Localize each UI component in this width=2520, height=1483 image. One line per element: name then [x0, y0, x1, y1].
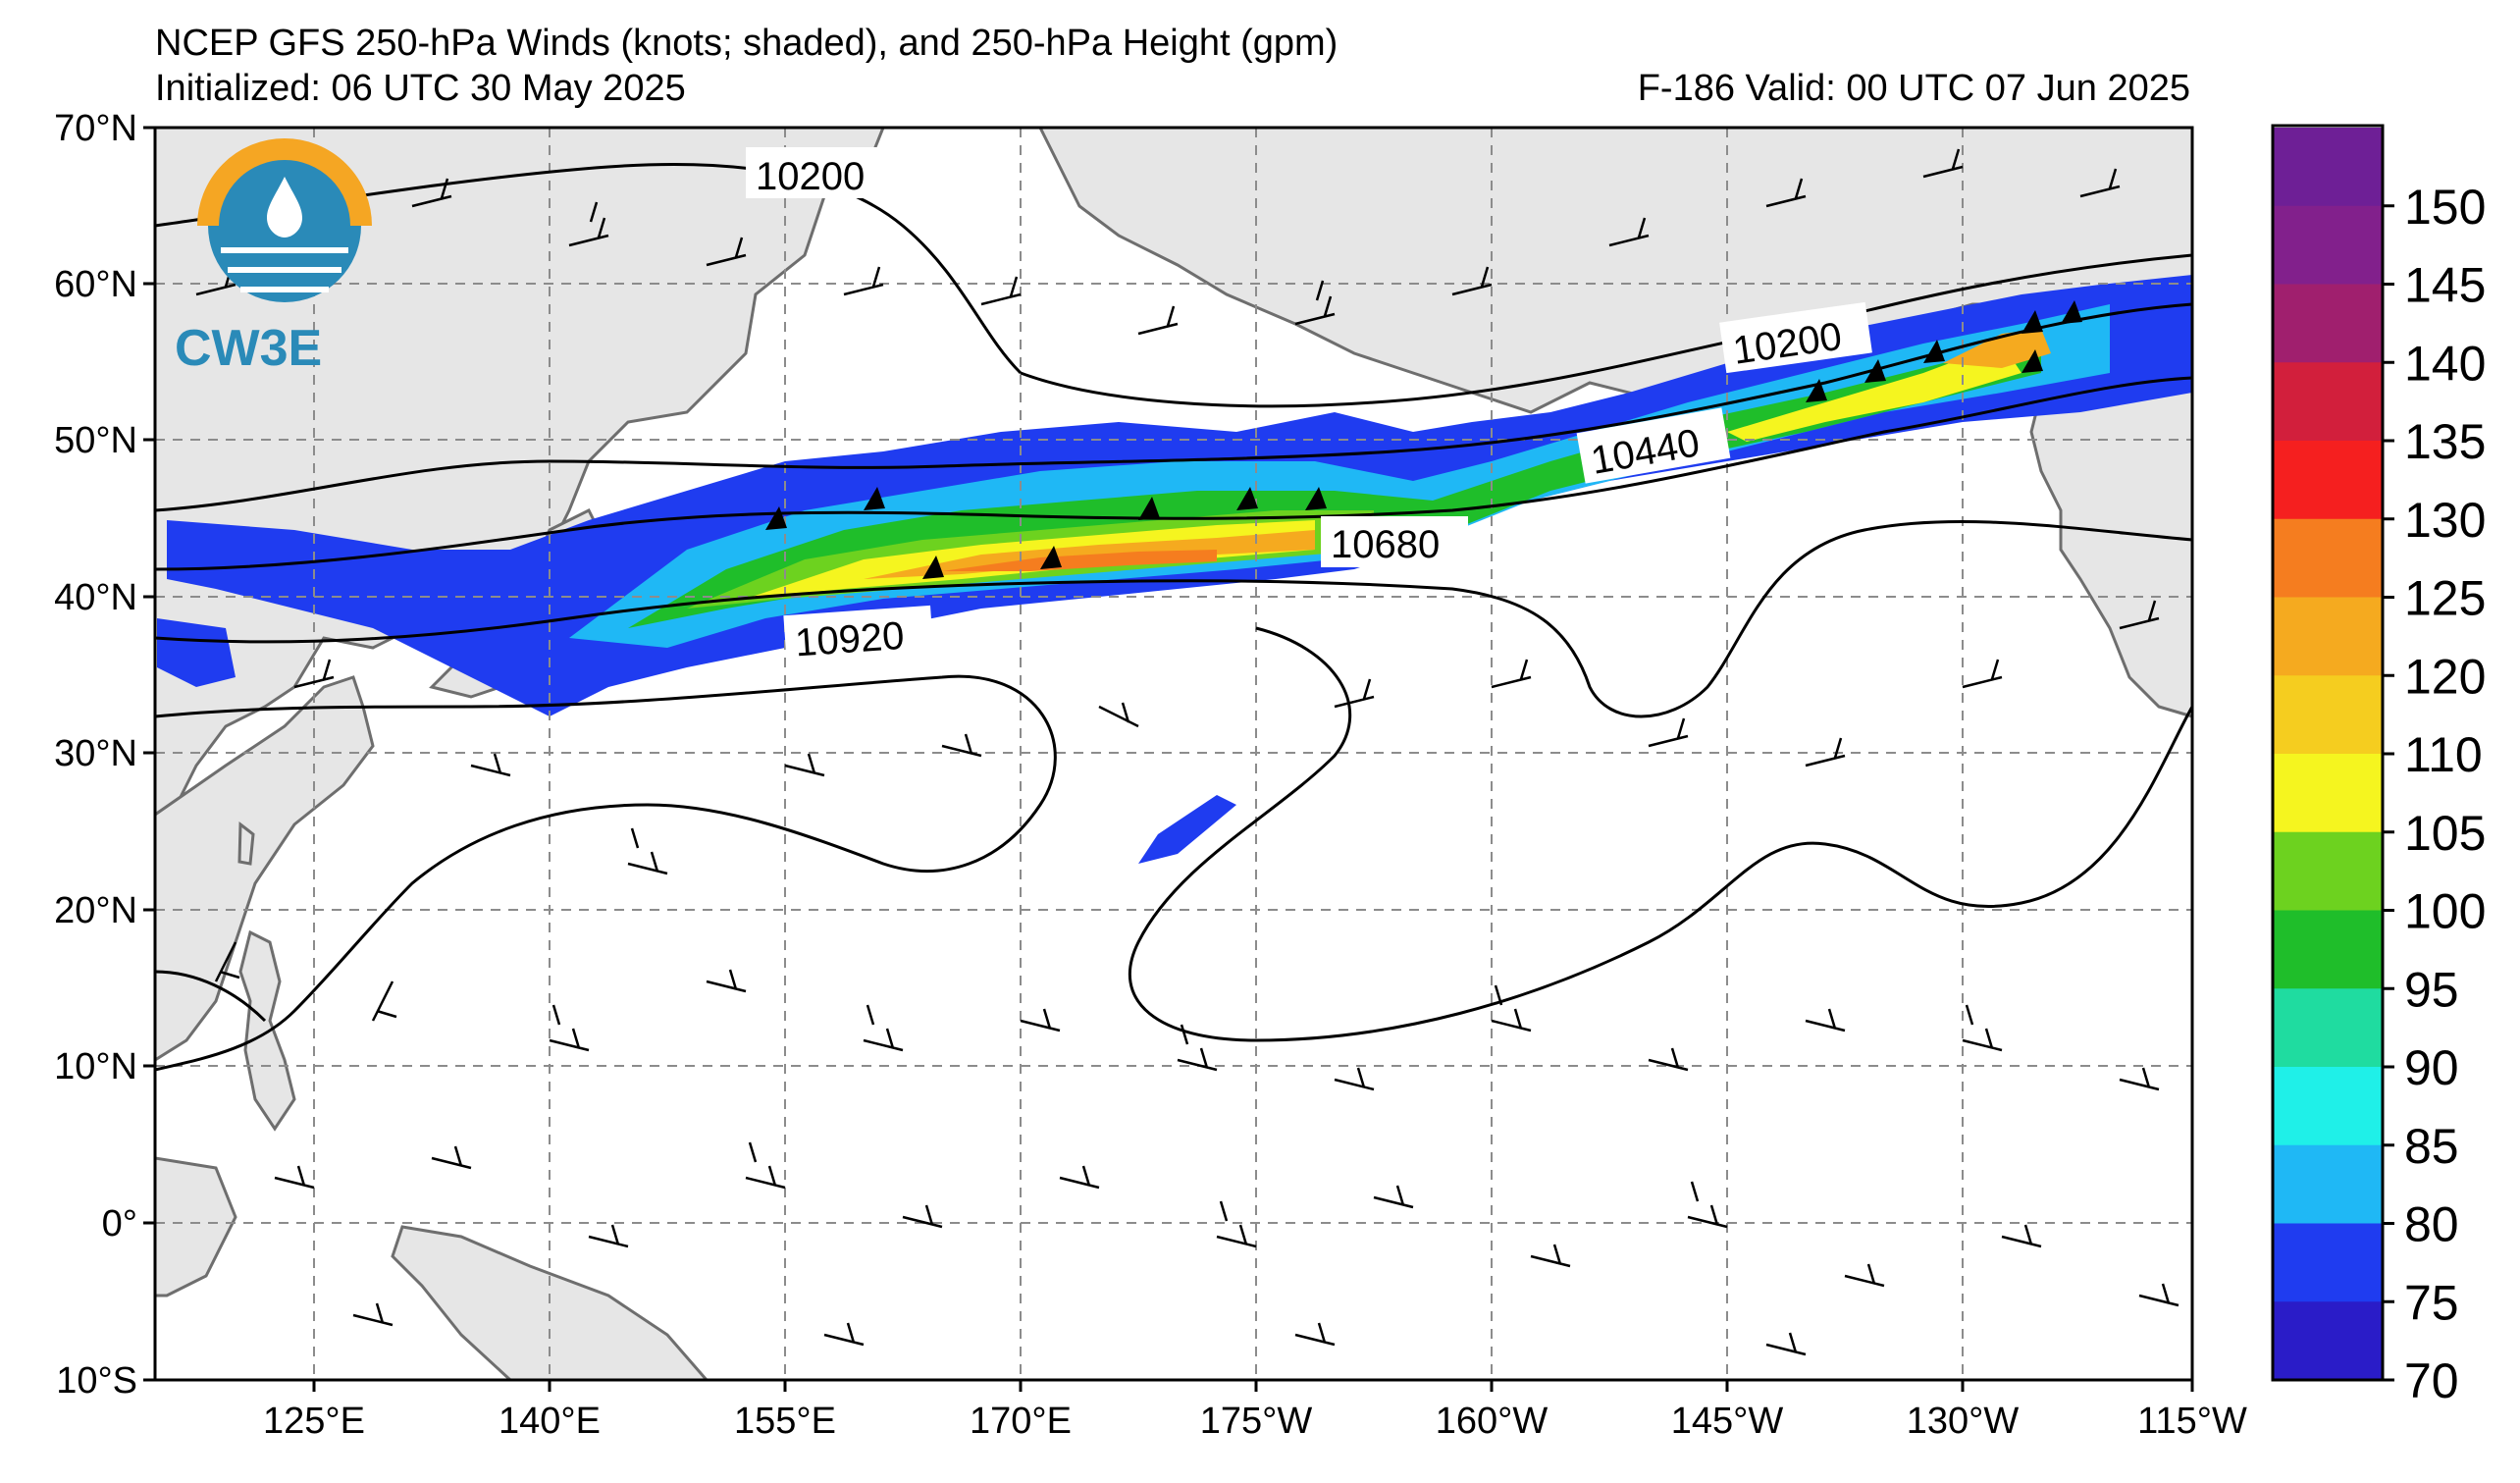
colorbar-label: 135: [2404, 414, 2486, 469]
lon-label-145w: 145°W: [1671, 1401, 1784, 1442]
colorbar-segment: [2273, 362, 2383, 442]
wind-pennants: [765, 300, 2082, 579]
lat-labels: 70°N 60°N 50°N 40°N 30°N 20°N 10°N 0° 10…: [54, 108, 137, 1402]
colorbar-segment: [2273, 910, 2383, 989]
init-time: Initialized: 06 UTC 30 May 2025: [155, 68, 686, 109]
contour-10680: [155, 376, 2192, 571]
colorbar-label: 90: [2404, 1040, 2459, 1095]
colorbar-label: 150: [2404, 180, 2486, 235]
jet-band-105kt-east: [1727, 344, 2021, 442]
colorbar-segment: [2273, 1067, 2383, 1146]
jet-band-120kt-east: [1943, 329, 2051, 368]
lat-label-30n: 30°N: [54, 733, 137, 774]
contour-11160-c: [155, 970, 267, 1023]
colorbar-segment: [2273, 1144, 2383, 1224]
contour-label-10680: 10680: [1331, 523, 1440, 566]
colorbar: 150 145 140 135 130 125 120 110 105 100 95 90 85 80 75…: [2271, 124, 2486, 1408]
lon-label-130w: 130°W: [1907, 1401, 2020, 1442]
contour-11160-a: [155, 674, 1057, 1072]
colorbar-segment: [2273, 441, 2383, 520]
land-taiwan: [237, 821, 255, 866]
lat-label-60n: 60°N: [54, 264, 137, 305]
lat-label-50n: 50°N: [54, 420, 137, 461]
colorbar-label: 70: [2404, 1353, 2459, 1408]
colorbar-label: 95: [2404, 962, 2459, 1017]
colorbar-segment: [2273, 284, 2383, 363]
contour-10920: [155, 519, 2192, 718]
colorbar-label: 100: [2404, 884, 2486, 939]
logo-text: CW3E: [175, 320, 322, 377]
colorbar-label: 145: [2404, 258, 2486, 313]
lon-label-155e: 155°E: [734, 1401, 836, 1442]
axis-ticks: [143, 126, 2194, 1392]
lon-label-115w: 115°W: [2137, 1401, 2247, 1442]
colorbar-segment: [2273, 518, 2383, 598]
wind-barbs: [195, 148, 2179, 1356]
colorbar-label: 75: [2404, 1275, 2459, 1330]
jet-band-70kt-west: [157, 618, 236, 687]
colorbar-label: 130: [2404, 493, 2486, 548]
colorbar-segment: [2273, 988, 2383, 1068]
jet-band-125kt: [942, 550, 1217, 571]
land-korea-japan: [155, 675, 375, 1062]
colorbar-label: 85: [2404, 1119, 2459, 1174]
colorbar-segment: [2273, 128, 2383, 207]
lat-label-10n: 10°N: [54, 1046, 137, 1087]
lat-label-20n: 20°N: [54, 890, 137, 931]
colorbar-label: 105: [2404, 806, 2486, 861]
height-contours: [155, 163, 2192, 1072]
lon-label-140e: 140°E: [499, 1401, 601, 1442]
colorbar-label: 110: [2404, 727, 2483, 782]
lat-label-40n: 40°N: [54, 577, 137, 618]
lat-label-10s: 10°S: [56, 1360, 137, 1402]
lon-label-160w: 160°W: [1436, 1401, 1549, 1442]
lat-label-70n: 70°N: [54, 108, 137, 149]
colorbar-segment: [2273, 597, 2383, 676]
graticule: [155, 128, 2192, 1380]
jet-band-70kt-mid: [1138, 795, 1236, 864]
colorbar-label: 80: [2404, 1197, 2459, 1252]
lon-label-125e: 125°E: [263, 1401, 365, 1442]
contour-label-10920: 10920: [794, 614, 906, 665]
lon-label-170e: 170°E: [970, 1401, 1072, 1442]
colorbar-segment: [2273, 1301, 2383, 1381]
colorbar-segment: [2273, 675, 2383, 755]
logo-waves: [221, 247, 348, 292]
logo-drop-icon: [267, 177, 302, 238]
lat-label-0: 0°: [102, 1203, 137, 1245]
colorbar-segment: [2273, 205, 2383, 285]
colorbar-segment: [2273, 754, 2383, 833]
colorbar-segment: [2273, 1223, 2383, 1302]
lon-labels: 125°E 140°E 155°E 170°E 175°W 160°W 145°…: [263, 1401, 2247, 1442]
logo-sun-arc: [197, 138, 372, 227]
lon-label-175w: 175°W: [1200, 1401, 1313, 1442]
chart-title: NCEP GFS 250-hPa Winds (knots; shaded), …: [155, 23, 1339, 64]
contour-10200-east: [1020, 253, 2192, 408]
colorbar-label: 125: [2404, 571, 2486, 626]
land-borneo: [155, 1156, 237, 1298]
colorbar-label: 120: [2404, 649, 2486, 704]
map-layers: 10200 10200 10440 10680 10920: [155, 128, 2192, 1380]
colorbar-label: 140: [2404, 336, 2486, 391]
contour-11160-b: [1128, 626, 2192, 1042]
contour-10440: [155, 302, 2192, 512]
contour-label-10200-west: 10200: [756, 155, 865, 198]
valid-time: F-186 Valid: 00 UTC 07 Jun 2025: [1637, 68, 2190, 109]
cw3e-logo: CW3E: [175, 138, 372, 377]
colorbar-segment: [2273, 831, 2383, 911]
